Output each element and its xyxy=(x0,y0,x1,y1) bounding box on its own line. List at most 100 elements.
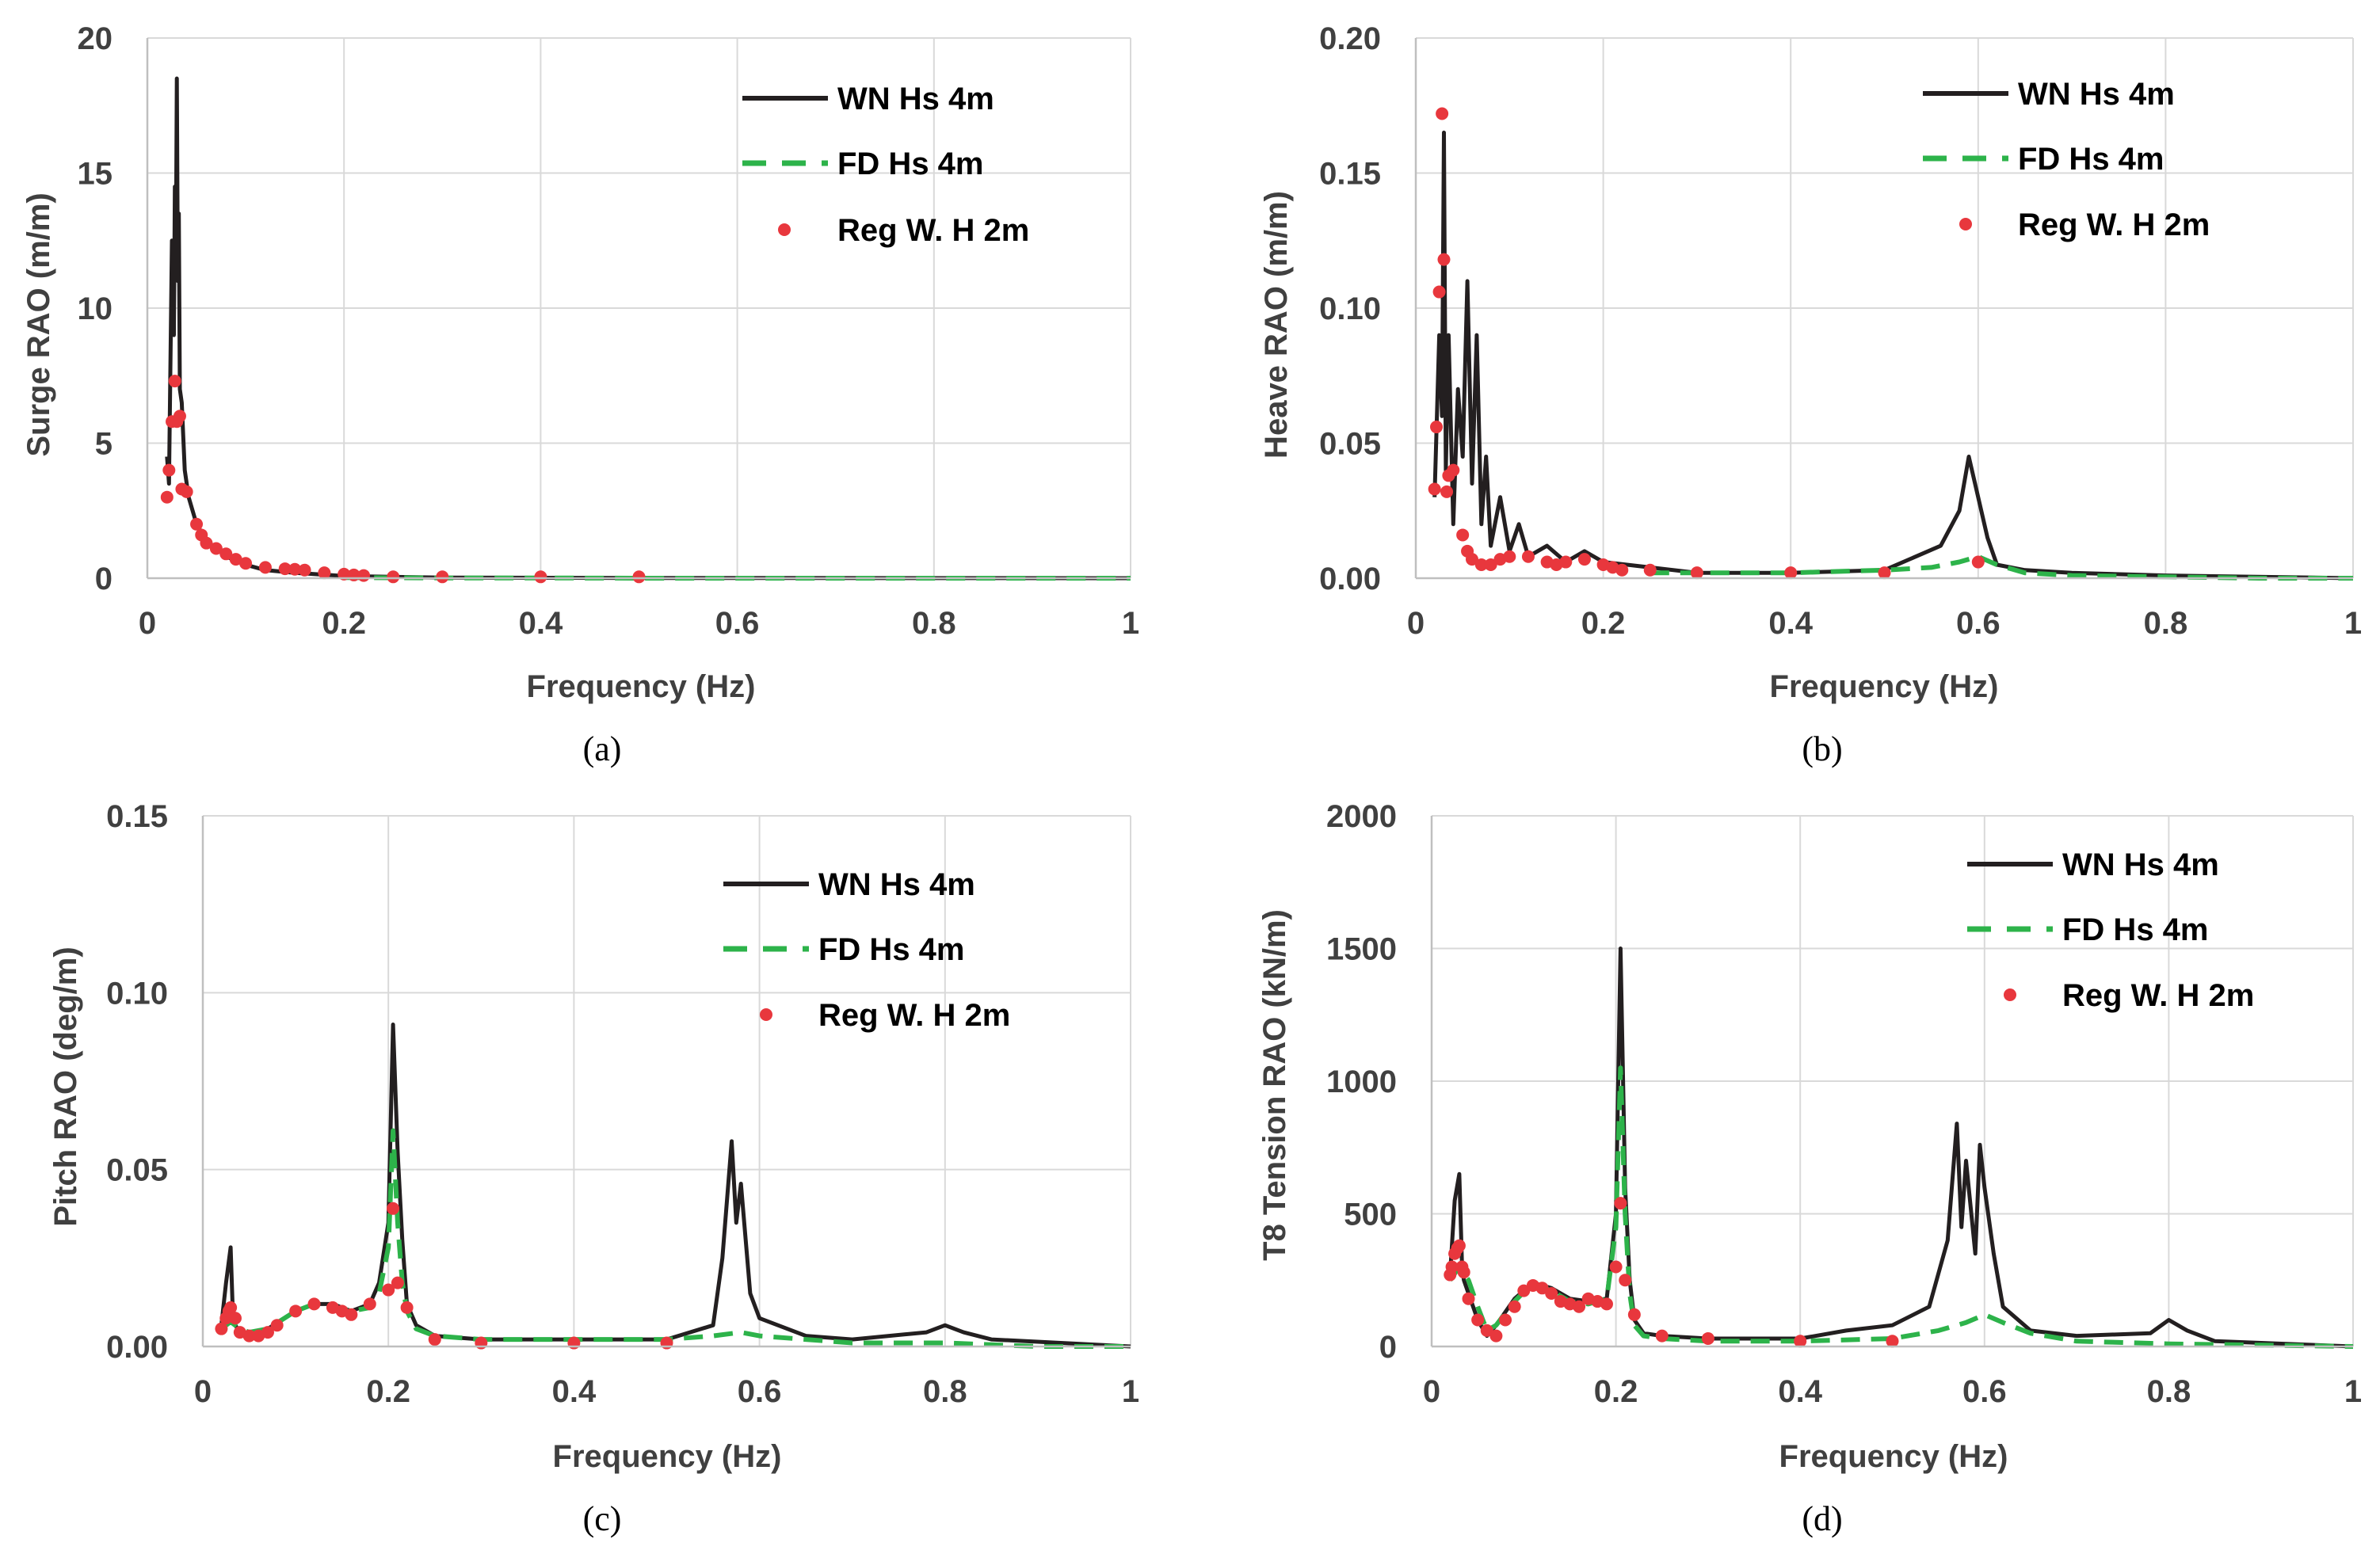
x-tick-label: 0.2 xyxy=(366,1374,410,1409)
reg-wave-point xyxy=(1573,1300,1586,1313)
legend-reg-label: Reg W. H 2m xyxy=(2018,208,2210,242)
reg-wave-point xyxy=(1471,1313,1485,1327)
legend-wn-label: WN Hs 4m xyxy=(2018,77,2175,112)
reg-wave-point xyxy=(242,1329,256,1343)
reg-wave-point xyxy=(307,1297,321,1311)
reg-wave-point xyxy=(436,570,449,584)
x-tick-label: 0.6 xyxy=(1962,1374,2007,1409)
y-tick-label: 0.10 xyxy=(106,976,168,1011)
legend-reg-swatch xyxy=(778,223,791,236)
legend-fd-label: FD Hs 4m xyxy=(2062,912,2209,947)
reg-wave-point xyxy=(1430,421,1444,434)
legend-reg-swatch xyxy=(2004,988,2016,1001)
reg-wave-point xyxy=(1428,482,1441,496)
reg-wave-point xyxy=(1643,563,1657,577)
reg-wave-point xyxy=(239,557,253,570)
y-tick-label: 0.10 xyxy=(1319,291,1381,326)
reg-wave-point xyxy=(1619,1274,1632,1287)
x-axis-title: Frequency (Hz) xyxy=(553,1439,782,1474)
y-tick-label: 10 xyxy=(78,291,113,326)
reg-wave-point xyxy=(1480,1324,1493,1337)
x-tick-label: 1 xyxy=(1122,606,1139,641)
reg-wave-point xyxy=(400,1301,414,1314)
legend-reg-swatch xyxy=(760,1008,772,1021)
panel-caption: (a) xyxy=(583,729,622,768)
y-tick-label: 5 xyxy=(95,427,113,462)
reg-wave-point xyxy=(1701,1331,1714,1345)
reg-wave-point xyxy=(1436,107,1449,120)
reg-wave-point xyxy=(168,375,181,388)
legend: WN Hs 4m FD Hs 4m Reg W. H 2m xyxy=(1967,847,2254,1013)
reg-wave-point xyxy=(173,409,186,423)
reg-wave-point xyxy=(288,562,302,576)
reg-wave-point xyxy=(1600,1297,1613,1311)
reg-wave-point xyxy=(1452,1239,1466,1252)
legend: WN Hs 4m FD Hs 4m Reg W. H 2m xyxy=(723,867,1010,1033)
x-tick-label: 0 xyxy=(194,1374,212,1409)
reg-wave-point xyxy=(1615,563,1629,577)
reg-wave-point xyxy=(1609,1260,1623,1274)
x-tick-label: 0.8 xyxy=(2147,1374,2191,1409)
x-tick-label: 0 xyxy=(139,606,156,641)
legend-wn-label: WN Hs 4m xyxy=(818,867,975,902)
reg-wave-point xyxy=(363,1297,376,1311)
reg-wave-point xyxy=(1878,566,1891,580)
fd-series-line xyxy=(1447,1065,2354,1349)
reg-wave-point xyxy=(215,1322,228,1335)
reg-wave-point xyxy=(1432,285,1446,299)
panel-a: 0 0.2 0.4 0.6 0.8 1 0 5 10 15 20 Frequency (Hz) S… xyxy=(21,21,1139,768)
legend-fd-label: FD Hs 4m xyxy=(2018,142,2165,177)
reg-wave-point xyxy=(289,1305,303,1318)
reg-wave-point xyxy=(1886,1335,1899,1348)
x-tick-label: 0.4 xyxy=(552,1374,597,1409)
legend-fd-label: FD Hs 4m xyxy=(818,932,965,967)
reg-wave-point xyxy=(1465,553,1478,566)
reg-wave-point xyxy=(1457,1266,1470,1279)
y-axis-title: Pitch RAO (deg/m) xyxy=(48,946,83,1226)
y-tick-label: 1500 xyxy=(1326,932,1397,967)
reg-wave-point xyxy=(1499,1313,1512,1327)
reg-wave-point xyxy=(1474,558,1488,571)
reg-wave-point xyxy=(1447,463,1460,477)
reg-wave-point xyxy=(162,463,176,477)
x-tick-label: 0.6 xyxy=(715,606,760,641)
reg-wave-point xyxy=(258,561,272,574)
y-axis-title: T8 Tension RAO (kN/m) xyxy=(1257,909,1292,1261)
legend-reg-swatch xyxy=(1959,218,1972,230)
panel-c: 0 0.2 0.4 0.6 0.8 1 0.00 0.05 0.10 0.15 Frequenc… xyxy=(48,799,1139,1538)
reg-wave-point xyxy=(200,536,213,550)
fd-series-line xyxy=(1650,554,2353,581)
reg-wave-point xyxy=(160,490,174,504)
reg-wave-point xyxy=(224,1301,238,1314)
y-axis-title: Heave RAO (m/m) xyxy=(1259,191,1294,459)
y-tick-label: 0 xyxy=(1379,1330,1397,1365)
x-tick-label: 0.4 xyxy=(519,606,563,641)
legend: WN Hs 4m FD Hs 4m Reg W. H 2m xyxy=(1923,77,2210,242)
reg-wave-point xyxy=(1508,1300,1521,1313)
x-tick-label: 1 xyxy=(2344,1374,2362,1409)
x-tick-label: 0.8 xyxy=(912,606,956,641)
reg-wave-point xyxy=(1517,1284,1531,1297)
reg-wave-point xyxy=(1456,528,1470,542)
x-tick-label: 1 xyxy=(2344,606,2362,641)
reg-wave-point xyxy=(357,569,371,582)
reg-wave-point xyxy=(1545,1287,1558,1300)
y-tick-label: 0.05 xyxy=(106,1153,168,1188)
panel-d: 0 0.2 0.4 0.6 0.8 1 0 500 1000 1500 2000 Frequenc… xyxy=(1257,799,2362,1538)
reg-wave-point xyxy=(1535,1282,1549,1295)
reg-wave-point xyxy=(1794,1335,1807,1348)
reg-wave-point xyxy=(1484,558,1497,571)
y-tick-label: 0.00 xyxy=(106,1330,168,1365)
wn-series-line xyxy=(1432,130,2354,581)
legend: WN Hs 4m FD Hs 4m Reg W. H 2m xyxy=(742,82,1029,248)
y-tick-label: 0 xyxy=(95,562,113,596)
reg-wave-point xyxy=(632,570,646,584)
legend-fd-label: FD Hs 4m xyxy=(837,147,984,181)
y-tick-label: 500 xyxy=(1344,1198,1397,1232)
x-tick-label: 0 xyxy=(1407,606,1425,641)
panel-caption: (b) xyxy=(1802,729,1842,768)
reg-wave-point xyxy=(428,1333,441,1346)
y-tick-label: 2000 xyxy=(1326,799,1397,834)
x-axis-title: Frequency (Hz) xyxy=(1779,1439,2008,1474)
reg-wave-point xyxy=(1577,553,1591,566)
